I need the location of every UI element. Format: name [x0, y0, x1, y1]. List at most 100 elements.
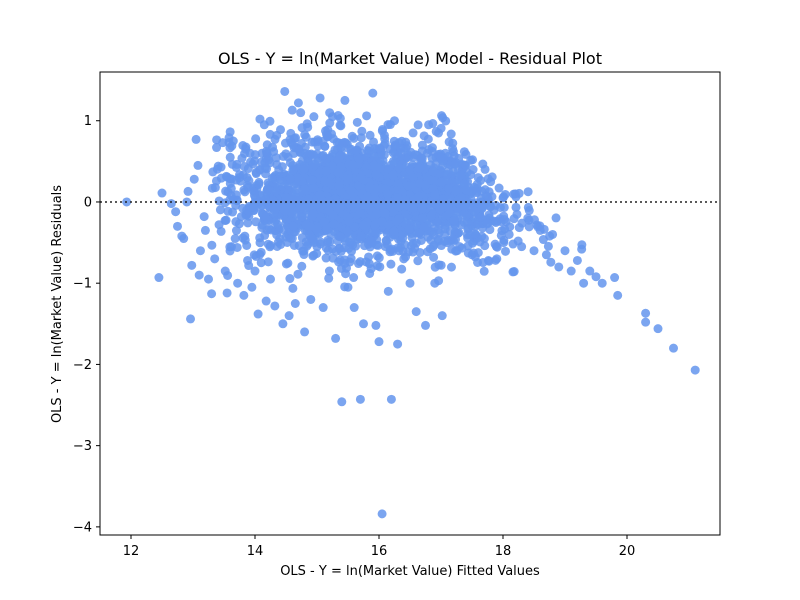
data-point	[463, 233, 473, 243]
data-point	[428, 184, 438, 194]
data-point	[388, 156, 398, 166]
data-point	[243, 180, 252, 190]
data-point	[154, 273, 164, 283]
data-point	[171, 207, 181, 217]
data-point	[377, 217, 387, 227]
data-point	[307, 233, 317, 243]
data-point	[222, 288, 232, 298]
data-point	[231, 201, 241, 210]
data-point	[166, 199, 176, 209]
data-point	[398, 233, 408, 243]
data-point	[510, 189, 520, 199]
data-point	[473, 219, 483, 229]
y-tick-label: 1	[84, 114, 92, 129]
y-axis-ticks: 1 0 −1 −2 −3 −4	[73, 114, 100, 535]
data-point	[380, 208, 390, 218]
data-point	[234, 219, 244, 229]
data-point	[641, 308, 651, 318]
data-point	[529, 246, 539, 256]
data-point	[399, 254, 409, 264]
data-point	[204, 274, 213, 284]
data-point	[419, 222, 429, 232]
data-point	[403, 181, 413, 191]
data-point	[356, 133, 366, 143]
data-point	[610, 273, 620, 283]
data-point	[225, 174, 235, 184]
data-point	[365, 130, 375, 140]
data-point	[341, 269, 351, 279]
data-point	[356, 231, 366, 241]
data-point	[262, 140, 272, 150]
data-point	[408, 203, 418, 213]
data-point	[300, 184, 310, 194]
data-point	[427, 143, 437, 153]
data-point	[482, 218, 492, 228]
data-point	[309, 183, 319, 193]
data-point	[349, 133, 359, 143]
data-point	[597, 278, 607, 288]
chart-title: OLS - Y = ln(Market Value) Model - Resid…	[218, 49, 602, 68]
data-point	[216, 162, 226, 172]
data-point	[335, 151, 345, 161]
x-axis-label: OLS - Y = ln(Market Value) Fitted Values	[280, 564, 540, 579]
data-point	[364, 259, 374, 269]
data-point	[207, 240, 217, 250]
data-point	[335, 120, 345, 130]
data-point	[445, 208, 455, 218]
data-point	[454, 228, 464, 238]
data-point	[357, 126, 367, 136]
data-point	[242, 241, 252, 250]
data-point	[541, 250, 551, 260]
data-point	[365, 268, 375, 278]
data-point	[277, 162, 287, 172]
data-point	[430, 278, 440, 288]
data-point	[189, 174, 199, 184]
data-point	[641, 317, 651, 327]
data-point	[288, 221, 298, 231]
data-point	[333, 167, 343, 177]
data-point	[286, 233, 296, 243]
data-point	[256, 258, 266, 268]
data-point	[263, 257, 273, 267]
data-point	[371, 320, 381, 330]
data-point	[228, 136, 238, 146]
data-point	[523, 213, 533, 223]
data-point	[312, 242, 322, 252]
data-point	[236, 212, 246, 222]
data-point	[296, 108, 306, 118]
data-point	[179, 234, 189, 244]
data-point	[499, 211, 509, 221]
data-point	[232, 159, 242, 169]
data-point	[260, 211, 270, 221]
data-point	[386, 259, 396, 269]
data-point	[426, 211, 436, 221]
data-point	[272, 130, 282, 140]
data-point	[473, 173, 483, 183]
data-point	[484, 210, 494, 220]
data-point	[417, 140, 427, 150]
data-point	[377, 126, 387, 136]
data-point	[382, 189, 392, 199]
data-point	[235, 173, 244, 183]
data-point	[551, 213, 561, 223]
data-point	[386, 394, 396, 404]
data-point	[546, 257, 556, 267]
data-point	[194, 270, 204, 280]
data-point	[492, 254, 502, 264]
data-point	[371, 209, 381, 219]
data-point	[297, 261, 307, 271]
data-point	[315, 93, 325, 103]
data-point	[231, 226, 241, 236]
data-point	[432, 217, 442, 227]
data-point	[372, 199, 382, 209]
data-point	[479, 234, 489, 244]
data-point	[405, 164, 415, 174]
data-point	[393, 193, 403, 203]
data-point	[281, 193, 291, 203]
data-point	[436, 152, 446, 162]
data-point	[285, 274, 295, 284]
data-point	[427, 153, 437, 163]
data-point	[453, 196, 463, 206]
data-point	[299, 164, 309, 174]
data-point	[215, 205, 225, 215]
